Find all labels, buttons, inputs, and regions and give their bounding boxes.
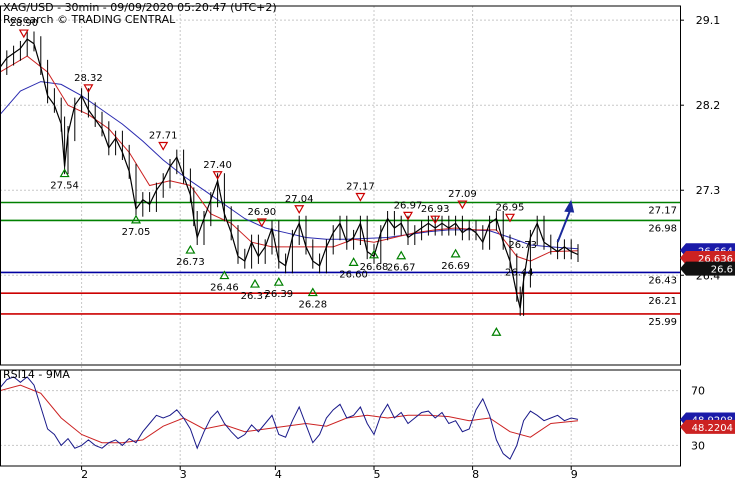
swing-high-label: 26.93 bbox=[421, 204, 450, 215]
swing-low-marker bbox=[348, 257, 359, 266]
swing-low-label: 26.68 bbox=[360, 262, 389, 273]
x-tick-label: 2 bbox=[81, 468, 88, 480]
projection-arrow-head bbox=[564, 199, 575, 213]
swing-low-label: 26.73 bbox=[176, 257, 205, 268]
price-tag-box bbox=[680, 261, 735, 276]
swing-high-marker bbox=[212, 171, 223, 180]
swing-low-label: 26.67 bbox=[387, 263, 416, 274]
swing-high-marker bbox=[355, 192, 366, 202]
level-label: 26.21 bbox=[648, 296, 677, 307]
swing-low-marker bbox=[59, 168, 70, 178]
x-tick-label: 9 bbox=[571, 468, 578, 480]
swing-high-label: 28.32 bbox=[74, 73, 103, 84]
target-label: 26.44 bbox=[505, 267, 534, 278]
rsi-tick-label: 70 bbox=[691, 385, 705, 398]
swing-high-marker bbox=[158, 141, 169, 151]
chart-header-title: XAG/USD - 30min - 09/09/2020 05:20:47 (U… bbox=[3, 1, 277, 14]
swing-low-label: 27.54 bbox=[50, 181, 79, 192]
swing-low-marker bbox=[130, 214, 142, 224]
swing-low-marker bbox=[396, 250, 407, 260]
rsi-ma-line bbox=[0, 384, 579, 444]
swing-low-label: 26.46 bbox=[210, 283, 239, 294]
swing-low-label: 27.05 bbox=[122, 227, 151, 238]
swing-high-label: 26.97 bbox=[394, 200, 423, 211]
swing-high-marker bbox=[256, 218, 267, 228]
swing-low-label: 26.37 bbox=[241, 291, 270, 302]
swing-high-label: 26.90 bbox=[247, 207, 276, 218]
rsi-tag-box bbox=[680, 419, 735, 434]
price-panel-frame bbox=[0, 5, 681, 366]
swing-low-marker bbox=[185, 244, 196, 254]
y-tick-label: 28.2 bbox=[696, 99, 721, 112]
price-line bbox=[0, 38, 579, 309]
level-label: 27.17 bbox=[648, 206, 677, 217]
grid-layer bbox=[0, 6, 680, 466]
rsi-panel-frame bbox=[0, 369, 681, 467]
price-series bbox=[0, 31, 579, 316]
swing-high-marker bbox=[83, 84, 94, 94]
price-tag-label: 26.6 bbox=[711, 265, 733, 276]
rsi-line bbox=[0, 376, 579, 460]
swing-high-label: 27.04 bbox=[285, 194, 314, 205]
rsi-tag-label: 48.2204 bbox=[692, 423, 733, 434]
swing-low-label: 26.28 bbox=[298, 300, 327, 311]
swing-high-label: 27.40 bbox=[203, 160, 232, 171]
x-tick-label: 8 bbox=[472, 468, 479, 480]
level-label: 26.98 bbox=[648, 223, 677, 234]
swing-high-label: 27.71 bbox=[149, 130, 178, 141]
rsi-panel bbox=[0, 376, 579, 460]
swing-low-marker bbox=[450, 248, 461, 258]
rsi-tick-label: 30 bbox=[691, 439, 705, 452]
swing-low-marker bbox=[368, 249, 380, 259]
swing-low-label: 26.69 bbox=[441, 261, 470, 272]
chart-header-source: Research © TRADING CENTRAL bbox=[3, 13, 176, 26]
swing-high-label: 26.95 bbox=[496, 202, 525, 213]
y-tick-label: 29.1 bbox=[696, 14, 721, 27]
rsi-title: RSI14 - 9MA bbox=[3, 368, 70, 381]
swing-high-label: 27.17 bbox=[346, 182, 375, 193]
x-tick-label: 5 bbox=[374, 468, 381, 480]
level-label: 25.99 bbox=[648, 317, 677, 328]
swing-high-label: 28.90 bbox=[9, 18, 38, 29]
swing-high-marker bbox=[430, 215, 441, 225]
moving-averages bbox=[0, 55, 579, 262]
swing-low-marker bbox=[249, 278, 261, 288]
swing-low-label: 26.39 bbox=[264, 289, 293, 300]
swing-low-marker bbox=[491, 327, 502, 336]
swing-annotations: 28.90 28.32 27.54 27.71 27.05 27.40 26.73 26.46… bbox=[9, 18, 575, 336]
target-label: 26.73 bbox=[508, 240, 537, 251]
swing-high-marker bbox=[18, 29, 29, 39]
x-tick-label: 3 bbox=[180, 468, 187, 480]
swing-high-marker bbox=[504, 213, 516, 223]
projection-arrow-shaft bbox=[556, 207, 573, 243]
swing-low-marker bbox=[273, 276, 284, 286]
x-tick-label: 4 bbox=[275, 468, 282, 480]
swing-low-label: 26.60 bbox=[339, 269, 368, 280]
swing-low-marker bbox=[307, 287, 318, 297]
level-label: 26.43 bbox=[648, 275, 677, 286]
price-tag-label: 26.636 bbox=[698, 254, 733, 265]
y-tick-label: 27.3 bbox=[696, 184, 721, 197]
swing-high-marker bbox=[457, 200, 468, 210]
swing-high-marker bbox=[402, 211, 414, 221]
support-resistance-levels: 27.17 26.98 26.43 26.21 25.99 bbox=[0, 201, 680, 328]
swing-low-marker bbox=[219, 270, 230, 280]
swing-high-label: 27.09 bbox=[448, 189, 477, 200]
swing-high-marker bbox=[294, 205, 305, 214]
fast-moving-average bbox=[0, 55, 579, 262]
price-tag-box bbox=[680, 250, 735, 265]
